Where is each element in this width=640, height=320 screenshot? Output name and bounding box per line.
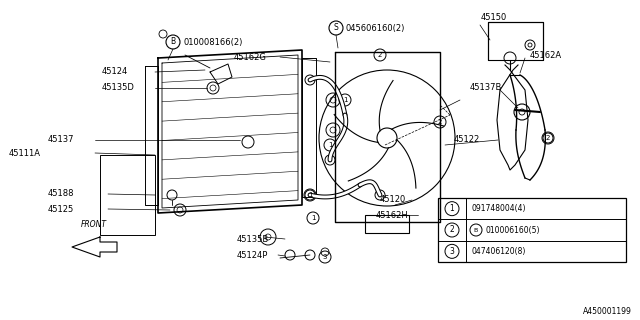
Text: 45122: 45122 [454,135,480,145]
Text: FRONT: FRONT [81,220,107,229]
Circle shape [528,43,532,47]
Bar [365,215,409,233]
Text: 010008166(2): 010008166(2) [183,37,243,46]
Circle shape [177,207,183,213]
Text: 45150: 45150 [481,13,508,22]
Text: 45124: 45124 [102,68,128,76]
Text: 45162A: 45162A [530,51,562,60]
Text: S: S [333,23,339,33]
Bar [100,155,155,235]
Bar [438,198,626,262]
Text: 45188: 45188 [48,189,74,198]
Text: 45137: 45137 [48,135,74,145]
Text: B: B [474,228,478,233]
Text: 1: 1 [311,215,316,221]
Text: 45125: 45125 [48,204,74,213]
Text: 1: 1 [343,97,348,103]
Text: 45120: 45120 [380,196,406,204]
Text: 45162G: 45162G [234,52,267,61]
Text: 045606160(2): 045606160(2) [346,23,405,33]
Text: 2: 2 [546,135,550,141]
Text: 3: 3 [449,247,454,256]
Text: 3: 3 [323,254,327,260]
Text: 010006160(5): 010006160(5) [486,226,541,235]
Text: 45111A: 45111A [9,148,41,157]
Text: 047406120(8): 047406120(8) [472,247,526,256]
Text: A450001199: A450001199 [583,307,632,316]
Text: 091748004(4): 091748004(4) [472,204,527,213]
Text: 45135B: 45135B [237,235,269,244]
Text: 2: 2 [450,226,454,235]
Text: 45124P: 45124P [237,252,268,260]
Text: 45135D: 45135D [102,84,135,92]
Text: 45162H: 45162H [376,211,409,220]
Text: B: B [170,37,175,46]
Text: 2: 2 [438,119,442,125]
Text: 1: 1 [308,192,312,198]
Text: 2: 2 [378,52,382,58]
Text: 1: 1 [450,204,454,213]
Text: 1: 1 [328,142,332,148]
Text: 45137B: 45137B [470,84,502,92]
